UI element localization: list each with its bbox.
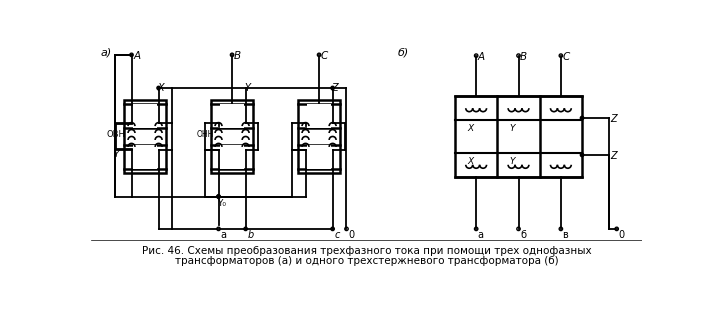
- Text: X: X: [467, 156, 473, 166]
- Text: C: C: [320, 51, 328, 61]
- Circle shape: [217, 195, 220, 198]
- Bar: [133, 104, 157, 128]
- Circle shape: [331, 86, 335, 90]
- Text: Y: Y: [509, 124, 515, 133]
- Bar: [220, 144, 244, 169]
- Text: X: X: [157, 83, 164, 93]
- Circle shape: [217, 195, 220, 198]
- Text: в: в: [563, 230, 568, 240]
- Text: б: б: [520, 230, 526, 240]
- Bar: [307, 144, 331, 169]
- Text: A: A: [133, 51, 140, 61]
- Text: а: а: [220, 230, 226, 240]
- Text: C: C: [563, 52, 570, 62]
- Bar: [455, 96, 582, 177]
- Text: Y₀: Y₀: [217, 199, 226, 208]
- Text: ОВН: ОВН: [107, 130, 126, 139]
- Bar: [211, 100, 253, 173]
- Text: б): б): [398, 47, 409, 57]
- Circle shape: [581, 116, 583, 120]
- Text: Y: Y: [113, 150, 119, 159]
- Text: 0: 0: [348, 230, 354, 240]
- Text: B: B: [234, 51, 241, 61]
- Text: Y: Y: [509, 156, 515, 166]
- Text: ОНН: ОНН: [197, 130, 214, 139]
- Text: Z: Z: [611, 114, 617, 124]
- Text: 0: 0: [618, 230, 624, 240]
- Text: а: а: [478, 230, 484, 240]
- Bar: [298, 100, 340, 173]
- Circle shape: [157, 86, 160, 90]
- Text: Рис. 46. Схемы преобразования трехфазного тока при помощи трех однофазных: Рис. 46. Схемы преобразования трехфазног…: [142, 246, 591, 256]
- Text: b: b: [247, 230, 253, 240]
- Text: c: c: [334, 230, 340, 240]
- Text: Z: Z: [611, 151, 617, 161]
- Text: X: X: [467, 124, 473, 133]
- Bar: [220, 104, 244, 128]
- Text: а): а): [100, 47, 112, 57]
- Bar: [133, 144, 157, 169]
- Text: A: A: [478, 52, 485, 62]
- Text: Y: Y: [244, 83, 250, 93]
- Circle shape: [581, 153, 583, 157]
- Bar: [307, 104, 331, 128]
- Bar: [124, 100, 166, 173]
- Text: B: B: [520, 52, 527, 62]
- Text: Z: Z: [331, 83, 337, 93]
- Text: трансформаторов (а) и одного трехстержневого трансформатора (б): трансформаторов (а) и одного трехстержне…: [175, 256, 558, 266]
